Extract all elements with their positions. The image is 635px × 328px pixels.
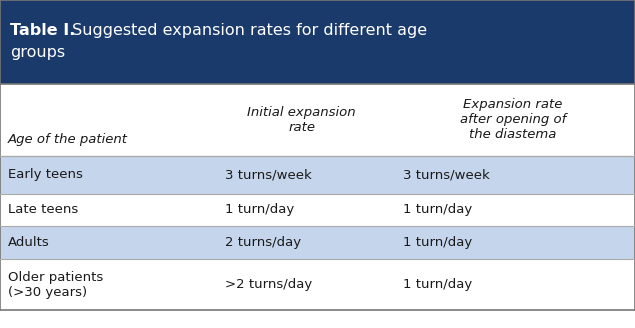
Text: 1 turn/day: 1 turn/day [225,203,294,216]
Bar [0,194,635,226]
Bar [0,259,635,310]
Text: Table I.: Table I. [10,23,76,38]
Text: 3 turns/week: 3 turns/week [225,168,312,181]
Text: 1 turn/day: 1 turn/day [403,236,472,249]
Bar [0,156,635,194]
Text: Age of the patient: Age of the patient [8,133,128,146]
Text: 2 turns/day: 2 turns/day [225,236,301,249]
Text: 1 turn/day: 1 turn/day [403,203,472,216]
Text: Initial expansion
rate: Initial expansion rate [247,106,356,134]
Text: Early teens: Early teens [8,168,83,181]
Text: groups: groups [10,45,65,60]
Text: Suggested expansion rates for different age: Suggested expansion rates for different … [67,23,427,38]
Bar [0,84,635,156]
Text: Older patients
(>30 years): Older patients (>30 years) [8,271,104,298]
Text: Late teens: Late teens [8,203,78,216]
Text: Expansion rate
after opening of
the diastema: Expansion rate after opening of the dias… [460,98,566,141]
Text: 1 turn/day: 1 turn/day [403,278,472,291]
Text: 3 turns/week: 3 turns/week [403,168,490,181]
Bar [0,226,635,259]
Bar [0,0,635,84]
Text: Adults: Adults [8,236,50,249]
Text: >2 turns/day: >2 turns/day [225,278,312,291]
